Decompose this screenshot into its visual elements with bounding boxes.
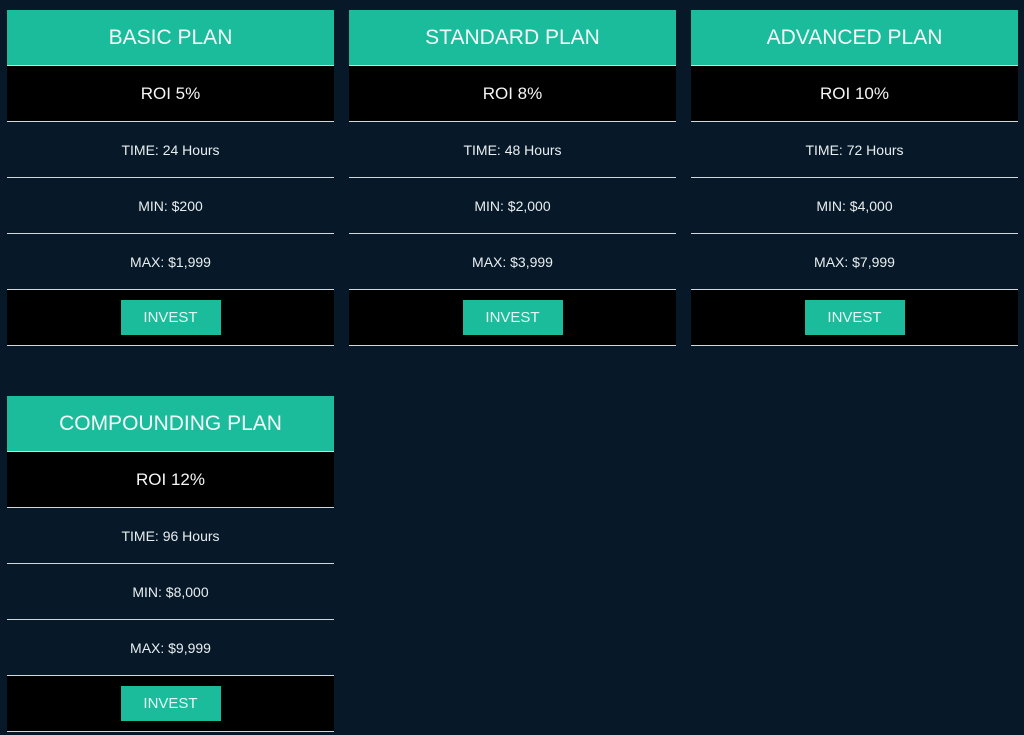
plan-roi: ROI 12% bbox=[7, 452, 334, 508]
plan-card-basic-plan: BASIC PLAN ROI 5% TIME: 24 Hours MIN: $200 M… bbox=[7, 10, 334, 346]
invest-button[interactable]: INVEST bbox=[462, 300, 563, 335]
plan-max: MAX: $3,999 bbox=[349, 234, 676, 290]
plan-roi: ROI 8% bbox=[349, 66, 676, 122]
plan-title: STANDARD PLAN bbox=[349, 10, 676, 66]
plan-title: ADVANCED PLAN bbox=[691, 10, 1018, 66]
invest-button[interactable]: INVEST bbox=[804, 300, 905, 335]
plan-action-row: INVEST bbox=[7, 290, 334, 346]
plan-min: MIN: $8,000 bbox=[7, 564, 334, 620]
plan-roi: ROI 10% bbox=[691, 66, 1018, 122]
plan-action-row: INVEST bbox=[7, 676, 334, 732]
plan-time: TIME: 48 Hours bbox=[349, 122, 676, 178]
plan-roi: ROI 5% bbox=[7, 66, 334, 122]
plan-card-advanced-plan: ADVANCED PLAN ROI 10% TIME: 72 Hours MIN: $… bbox=[691, 10, 1018, 346]
plan-time: TIME: 96 Hours bbox=[7, 508, 334, 564]
plan-min: MIN: $200 bbox=[7, 178, 334, 234]
plans-grid: BASIC PLAN ROI 5% TIME: 24 Hours MIN: $200 M… bbox=[7, 10, 1018, 732]
plan-time: TIME: 72 Hours bbox=[691, 122, 1018, 178]
plan-action-row: INVEST bbox=[349, 290, 676, 346]
invest-button[interactable]: INVEST bbox=[120, 300, 221, 335]
invest-button[interactable]: INVEST bbox=[120, 686, 221, 721]
plan-max: MAX: $7,999 bbox=[691, 234, 1018, 290]
plan-card-standard-plan: STANDARD PLAN ROI 8% TIME: 48 Hours MIN: $2… bbox=[349, 10, 676, 346]
plan-max: MAX: $1,999 bbox=[7, 234, 334, 290]
plan-card-compounding-plan: COMPOUNDING PLAN ROI 12% TIME: 96 Hours MIN… bbox=[7, 396, 334, 732]
plan-title: BASIC PLAN bbox=[7, 10, 334, 66]
plan-action-row: INVEST bbox=[691, 290, 1018, 346]
plan-time: TIME: 24 Hours bbox=[7, 122, 334, 178]
plan-min: MIN: $2,000 bbox=[349, 178, 676, 234]
plan-min: MIN: $4,000 bbox=[691, 178, 1018, 234]
plan-max: MAX: $9,999 bbox=[7, 620, 334, 676]
plan-title: COMPOUNDING PLAN bbox=[7, 396, 334, 452]
